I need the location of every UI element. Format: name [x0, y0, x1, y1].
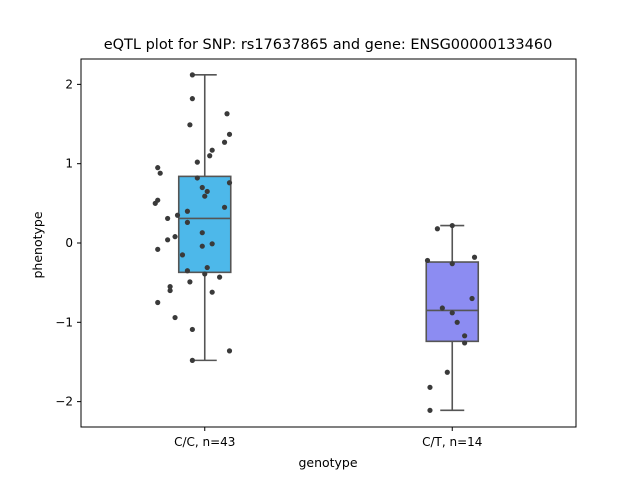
data-point: [226, 180, 233, 186]
data-point: [207, 153, 213, 159]
x-axis-label: genotype: [298, 455, 357, 470]
y-tick-label: −1: [55, 315, 73, 329]
data-point: [221, 204, 228, 210]
data-point: [439, 305, 445, 311]
y-axis: −2 −1 0 1 2: [55, 77, 81, 409]
data-point: [462, 333, 468, 339]
data-point: [424, 257, 431, 264]
data-point: [226, 131, 233, 137]
data-point: [172, 314, 178, 321]
data-point: [184, 208, 191, 214]
data-point: [155, 165, 161, 171]
data-point: [449, 222, 455, 229]
data-point: [449, 261, 455, 267]
data-point: [427, 407, 433, 413]
data-point: [204, 188, 210, 195]
data-point: [167, 284, 173, 290]
plot-frame: [80, 58, 577, 428]
plot-area: [80, 58, 577, 428]
data-point: [179, 252, 186, 258]
data-point: [165, 237, 171, 243]
data-point: [189, 72, 195, 78]
x-tick-label: C/C, n=43: [174, 435, 235, 449]
data-point: [189, 96, 195, 102]
data-point: [449, 310, 455, 316]
data-point: [194, 175, 200, 181]
data-point: [427, 384, 433, 390]
data-point: [454, 319, 460, 325]
data-point: [199, 243, 205, 249]
data-point: [155, 299, 161, 306]
data-point: [155, 246, 161, 252]
y-tick-label: 2: [65, 77, 73, 91]
data-point: [189, 357, 195, 363]
data-point: [199, 184, 205, 191]
data-point: [209, 241, 215, 247]
box-iqr: [425, 261, 480, 343]
data-point: [202, 193, 208, 199]
y-axis-label: phenotype: [30, 211, 45, 278]
data-point: [224, 111, 230, 117]
data-point: [444, 369, 450, 375]
data-point: [194, 159, 200, 165]
data-point: [434, 226, 440, 232]
data-point: [187, 122, 193, 128]
y-tick-label: 0: [65, 236, 73, 250]
data-point: [209, 289, 215, 295]
data-point: [469, 295, 475, 302]
data-point: [471, 254, 478, 260]
data-point: [172, 234, 178, 240]
data-point: [202, 271, 208, 277]
data-point: [217, 274, 223, 280]
data-point: [189, 326, 195, 333]
y-tick-label: −2: [55, 395, 73, 409]
data-point: [187, 279, 193, 285]
data-point: [152, 200, 158, 206]
data-point: [199, 230, 205, 236]
data-point: [462, 340, 468, 346]
x-tick-label: C/T, n=14: [422, 435, 482, 449]
data-point: [226, 348, 233, 354]
data-point: [184, 268, 191, 274]
data-point: [209, 147, 215, 153]
data-point: [165, 215, 171, 222]
data-point: [174, 212, 181, 218]
data-point: [157, 170, 163, 176]
chart-title: eQTL plot for SNP: rs17637865 and gene: …: [104, 37, 553, 53]
x-axis: C/C, n=43 C/T, n=14: [174, 427, 482, 449]
points-layer: [152, 72, 478, 413]
data-point: [184, 219, 191, 225]
y-tick-label: 1: [65, 157, 73, 171]
data-point: [221, 139, 228, 145]
data-point: [204, 264, 210, 271]
data-point: [167, 287, 173, 294]
